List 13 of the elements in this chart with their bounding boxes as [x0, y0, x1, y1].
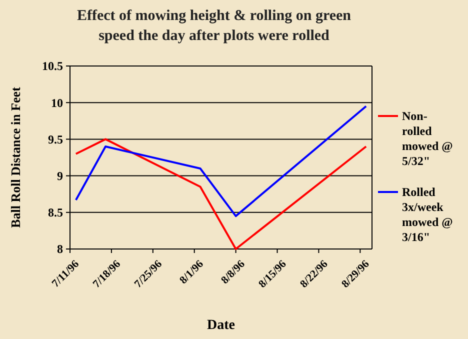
- legend-label: Non-rolled mowed @ 5/32": [402, 109, 453, 168]
- y-tick-label: 9: [57, 169, 63, 183]
- y-tick-label: 8: [57, 242, 63, 256]
- y-tick-label: 8.5: [48, 206, 63, 220]
- y-axis-title: Ball Roll Distance in Feet: [8, 86, 23, 228]
- chart-title: Effect of mowing height & rolling on green speed the day after plots were rolled: [76, 8, 352, 44]
- line-series: [74, 138, 368, 250]
- legend-label: Rolled 3x/week mowed @ 3/16": [402, 185, 453, 244]
- y-tick-label: 10.5: [42, 59, 63, 74]
- y-tick-label: 9.5: [48, 132, 63, 146]
- y-tick-label: 10: [51, 96, 63, 110]
- x-axis-title: Date: [207, 318, 235, 333]
- line-series: [74, 105, 368, 218]
